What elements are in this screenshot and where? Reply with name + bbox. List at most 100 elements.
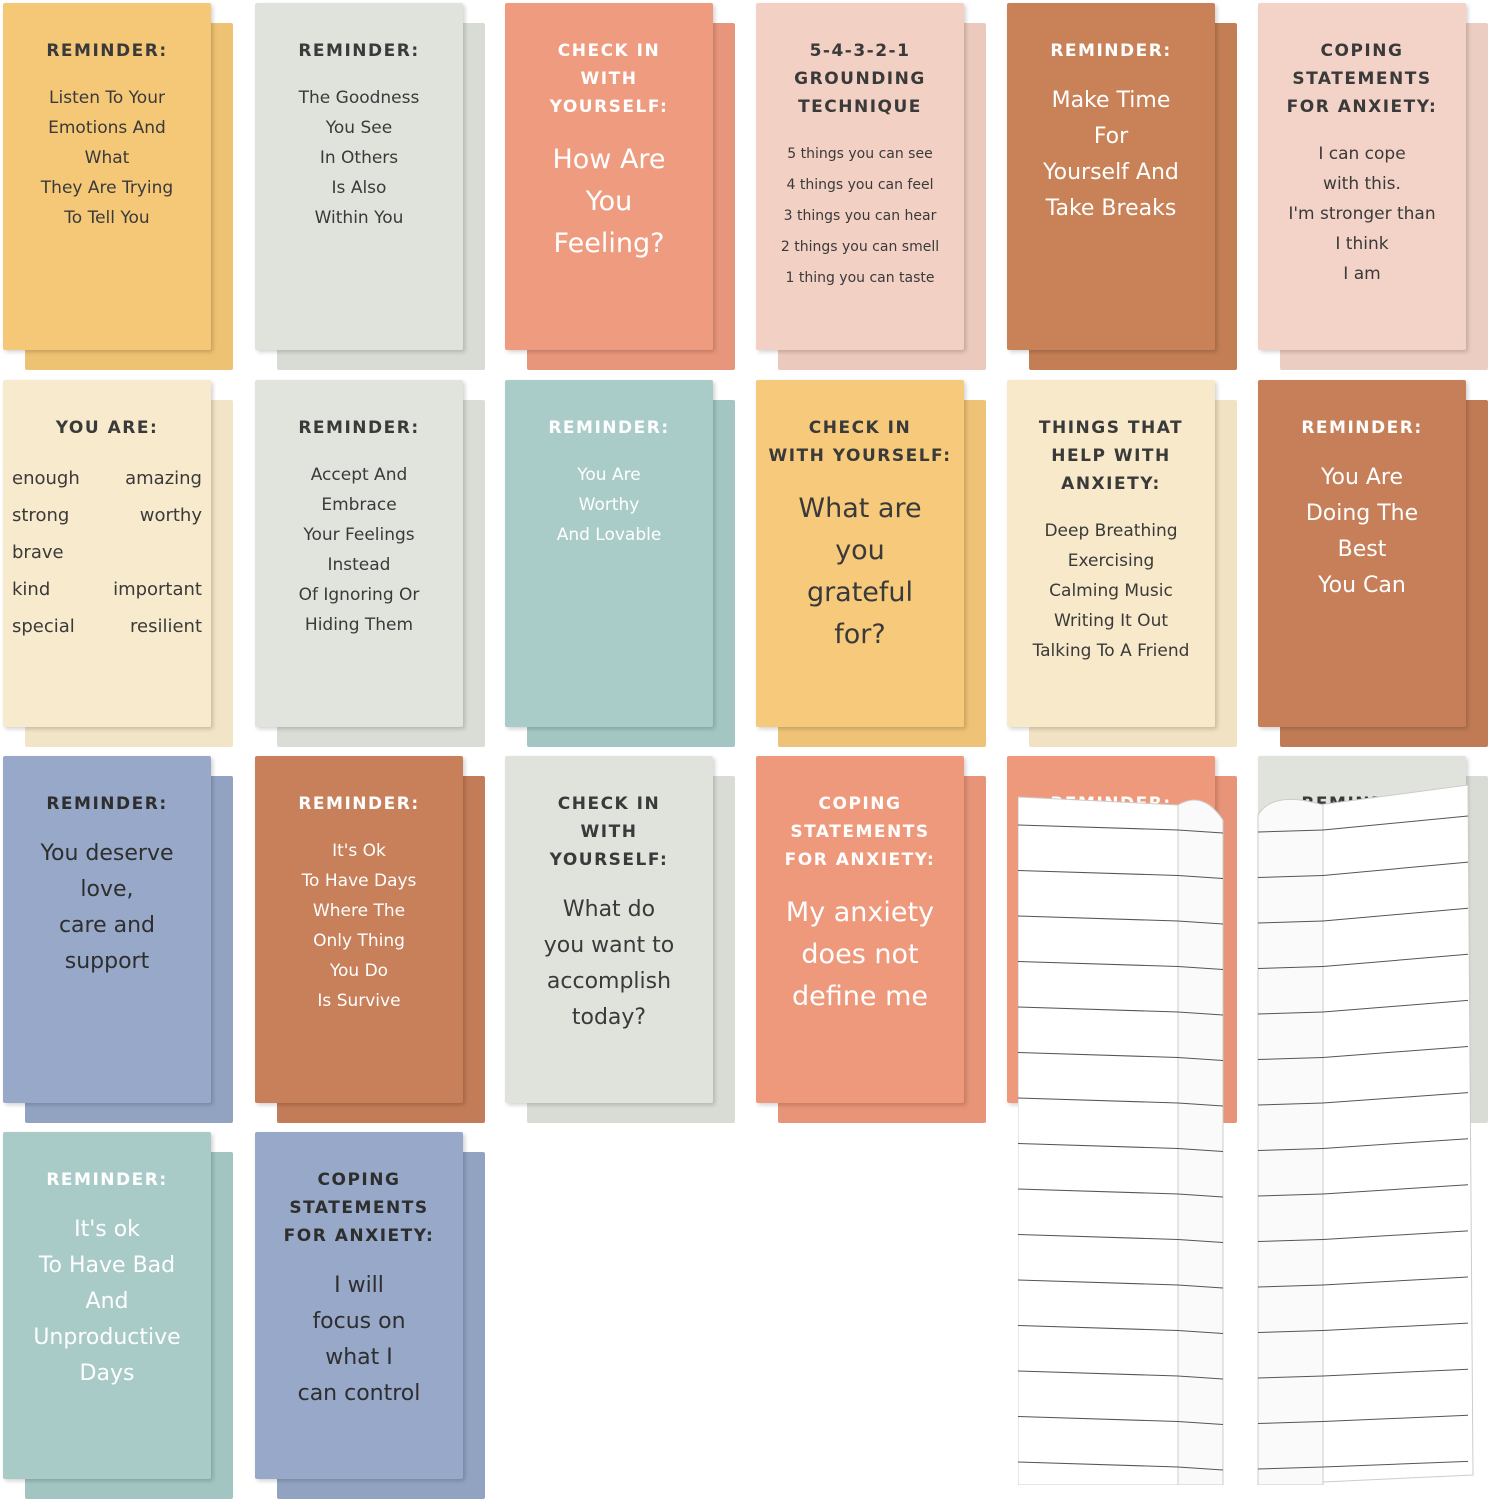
- card-title: CHECK IN WITH YOURSELF:: [550, 37, 669, 121]
- notebook-rule-line: [1322, 1046, 1469, 1058]
- notebook-rule-line: [1177, 1193, 1224, 1198]
- card-title: REMINDER:: [46, 790, 167, 818]
- card-message-line: I will: [334, 1273, 384, 1298]
- card-message-line: Of Ignoring Or: [298, 585, 420, 605]
- card-stack: YOU ARE: enough amazing strong worthy brave k…: [3, 380, 233, 748]
- card-message: You deserve love, care and support: [40, 836, 173, 980]
- card-message-line: To Have Bad: [38, 1253, 176, 1278]
- notebook-rule-line: [1257, 966, 1324, 969]
- notebook-rule-line: [1257, 920, 1324, 924]
- notebook-rule-line: [1322, 1322, 1469, 1331]
- notebook-rule-line: [1257, 829, 1324, 833]
- affirmation-card: 5-4-3-2-1 GROUNDING TECHNIQUE 5 things you …: [756, 3, 964, 350]
- card-title-line: YOURSELF:: [549, 850, 669, 870]
- card-stack: COPING STATEMENTS FOR ANXIETY: My anxiety do…: [756, 756, 986, 1124]
- card-message-line: Embrace: [321, 495, 397, 515]
- card-message-line: 4 things you can feel: [786, 177, 934, 193]
- affirmation-card: REMINDER: You deserve love, care and support: [3, 756, 211, 1103]
- card-stack: THINGS THAT HELP WITH ANXIETY: Deep Breathi…: [1007, 380, 1237, 748]
- card-message: Make Time For Yourself And Take Breaks: [1043, 83, 1179, 227]
- notebook-rule-line: [1257, 1239, 1324, 1242]
- card-title: CHECK IN WITH YOURSELF:: [550, 790, 669, 874]
- notebook-rule-line: [1017, 824, 1179, 831]
- card-message-line: Writing It Out: [1053, 611, 1169, 631]
- notebook-rule-line: [1177, 966, 1224, 970]
- card-message-line: Deep Breathing: [1044, 521, 1178, 541]
- card-message-line: Your Feelings: [303, 525, 415, 545]
- card-message-line: can control: [297, 1381, 421, 1406]
- card-message-line: How Are: [552, 144, 666, 175]
- notebook-rule-line: [1257, 1102, 1324, 1106]
- notebook-rule-line: [1017, 1461, 1179, 1468]
- notebook-rule-line: [1017, 1143, 1179, 1149]
- card-title-line: WITH: [580, 822, 638, 842]
- card-title-line: FOR ANXIETY:: [1286, 97, 1438, 117]
- notebook-rule-line: [1177, 1057, 1224, 1061]
- card-title: REMINDER:: [298, 414, 419, 442]
- notebook-rule-line: [1257, 1284, 1324, 1288]
- affirmation-card: COPING STATEMENTS FOR ANXIETY: I can cope wi…: [1258, 3, 1466, 350]
- card-message: I can cope with this. I'm stronger than I t…: [1288, 139, 1435, 289]
- card-message-line: Within You: [314, 208, 404, 228]
- card-message: My anxiety does not define me: [786, 892, 934, 1018]
- card-message-line: Exercising: [1067, 551, 1155, 571]
- card-message: Listen To Your Emotions And What They Are T…: [41, 83, 173, 233]
- card-message-line: To Have Days: [301, 871, 417, 891]
- card-message: Accept And Embrace Your Feelings Instead Of …: [299, 460, 420, 640]
- card-message-line: Feeling?: [553, 228, 665, 259]
- card-message-line: Make Time: [1051, 88, 1171, 113]
- notebook-rule-line: [1257, 1375, 1324, 1379]
- card-message-line: special: [12, 616, 75, 637]
- card-title: REMINDER:: [46, 1166, 167, 1194]
- notebook-rule-line: [1322, 907, 1469, 922]
- card-title: 5-4-3-2-1 GROUNDING TECHNIQUE: [794, 37, 926, 121]
- card-title-line: CHECK IN: [557, 41, 661, 61]
- card-stack: 5-4-3-2-1 GROUNDING TECHNIQUE 5 things you …: [756, 3, 986, 371]
- card-stack: REMINDER: You Are Worthy And Lovable: [505, 380, 735, 748]
- card-title-line: REMINDER:: [1301, 418, 1423, 438]
- notebook-rule-line: [1322, 1368, 1469, 1377]
- card-message-line: Yourself And: [1043, 160, 1179, 185]
- card-message-line: Instead: [327, 555, 391, 575]
- notebook-rule-line: [1177, 1284, 1224, 1289]
- notebook-rule-line: [1177, 920, 1224, 925]
- card-stack: REMINDER: Accept And Embrace Your Feelings I…: [255, 380, 485, 748]
- card-message-line: Is Survive: [317, 991, 401, 1011]
- open-notebook-blank-pages: [1017, 784, 1478, 1486]
- card-message: You Are Doing The Best You Can: [1306, 460, 1418, 604]
- card-title: THINGS THAT HELP WITH ANXIETY:: [1039, 414, 1183, 498]
- card-message-line: And Lovable: [556, 525, 662, 545]
- card-title: COPING STATEMENTS FOR ANXIETY:: [785, 790, 936, 874]
- affirmation-card: CHECK IN WITH YOURSELF: How Are You Feeling?: [505, 3, 713, 350]
- card-message-line: grateful: [806, 577, 914, 608]
- notebook-rule-line: [1017, 1097, 1179, 1104]
- card-message: What are you grateful for?: [798, 488, 921, 656]
- notebook-rule-line: [1322, 1138, 1469, 1149]
- notebook-rule-line: [1322, 815, 1469, 831]
- card-stack: REMINDER: The Goodness You See In Others Is …: [255, 3, 485, 371]
- card-message-line: I think: [1335, 234, 1389, 254]
- card-message-line: I can cope: [1318, 144, 1406, 164]
- card-message-line: In Others: [319, 148, 399, 168]
- card-title-line: FOR ANXIETY:: [784, 850, 936, 870]
- card-title-line: WITH YOURSELF:: [768, 446, 952, 466]
- card-message: I will focus on what I can control: [298, 1268, 421, 1412]
- card-title-line: STATEMENTS: [790, 822, 930, 842]
- notebook-rule-line: [1257, 875, 1324, 878]
- notebook-rule-line: [1017, 1188, 1179, 1195]
- card-title-line: 5-4-3-2-1: [809, 41, 911, 61]
- card-message-line: 2 things you can smell: [780, 239, 940, 255]
- card-message-line: strong: [12, 505, 70, 526]
- notebook-rule-line: [1017, 1006, 1179, 1013]
- card-title-line: REMINDER:: [1050, 41, 1172, 61]
- card-message-line: love,: [80, 877, 134, 902]
- affirmation-card: REMINDER: You Are Worthy And Lovable: [505, 380, 713, 727]
- notebook-rule-line: [1322, 1184, 1469, 1195]
- notebook-rule-line: [1322, 1276, 1469, 1286]
- card-message: You Are Worthy And Lovable: [557, 460, 662, 550]
- card-title-line: COPING: [1320, 41, 1404, 61]
- affirmation-card: REMINDER: Listen To Your Emotions And What T…: [3, 3, 211, 350]
- card-title-line: REMINDER:: [46, 1170, 168, 1190]
- card-title-line: CHECK IN: [557, 794, 661, 814]
- card-message-line: 1 thing you can taste: [785, 270, 935, 286]
